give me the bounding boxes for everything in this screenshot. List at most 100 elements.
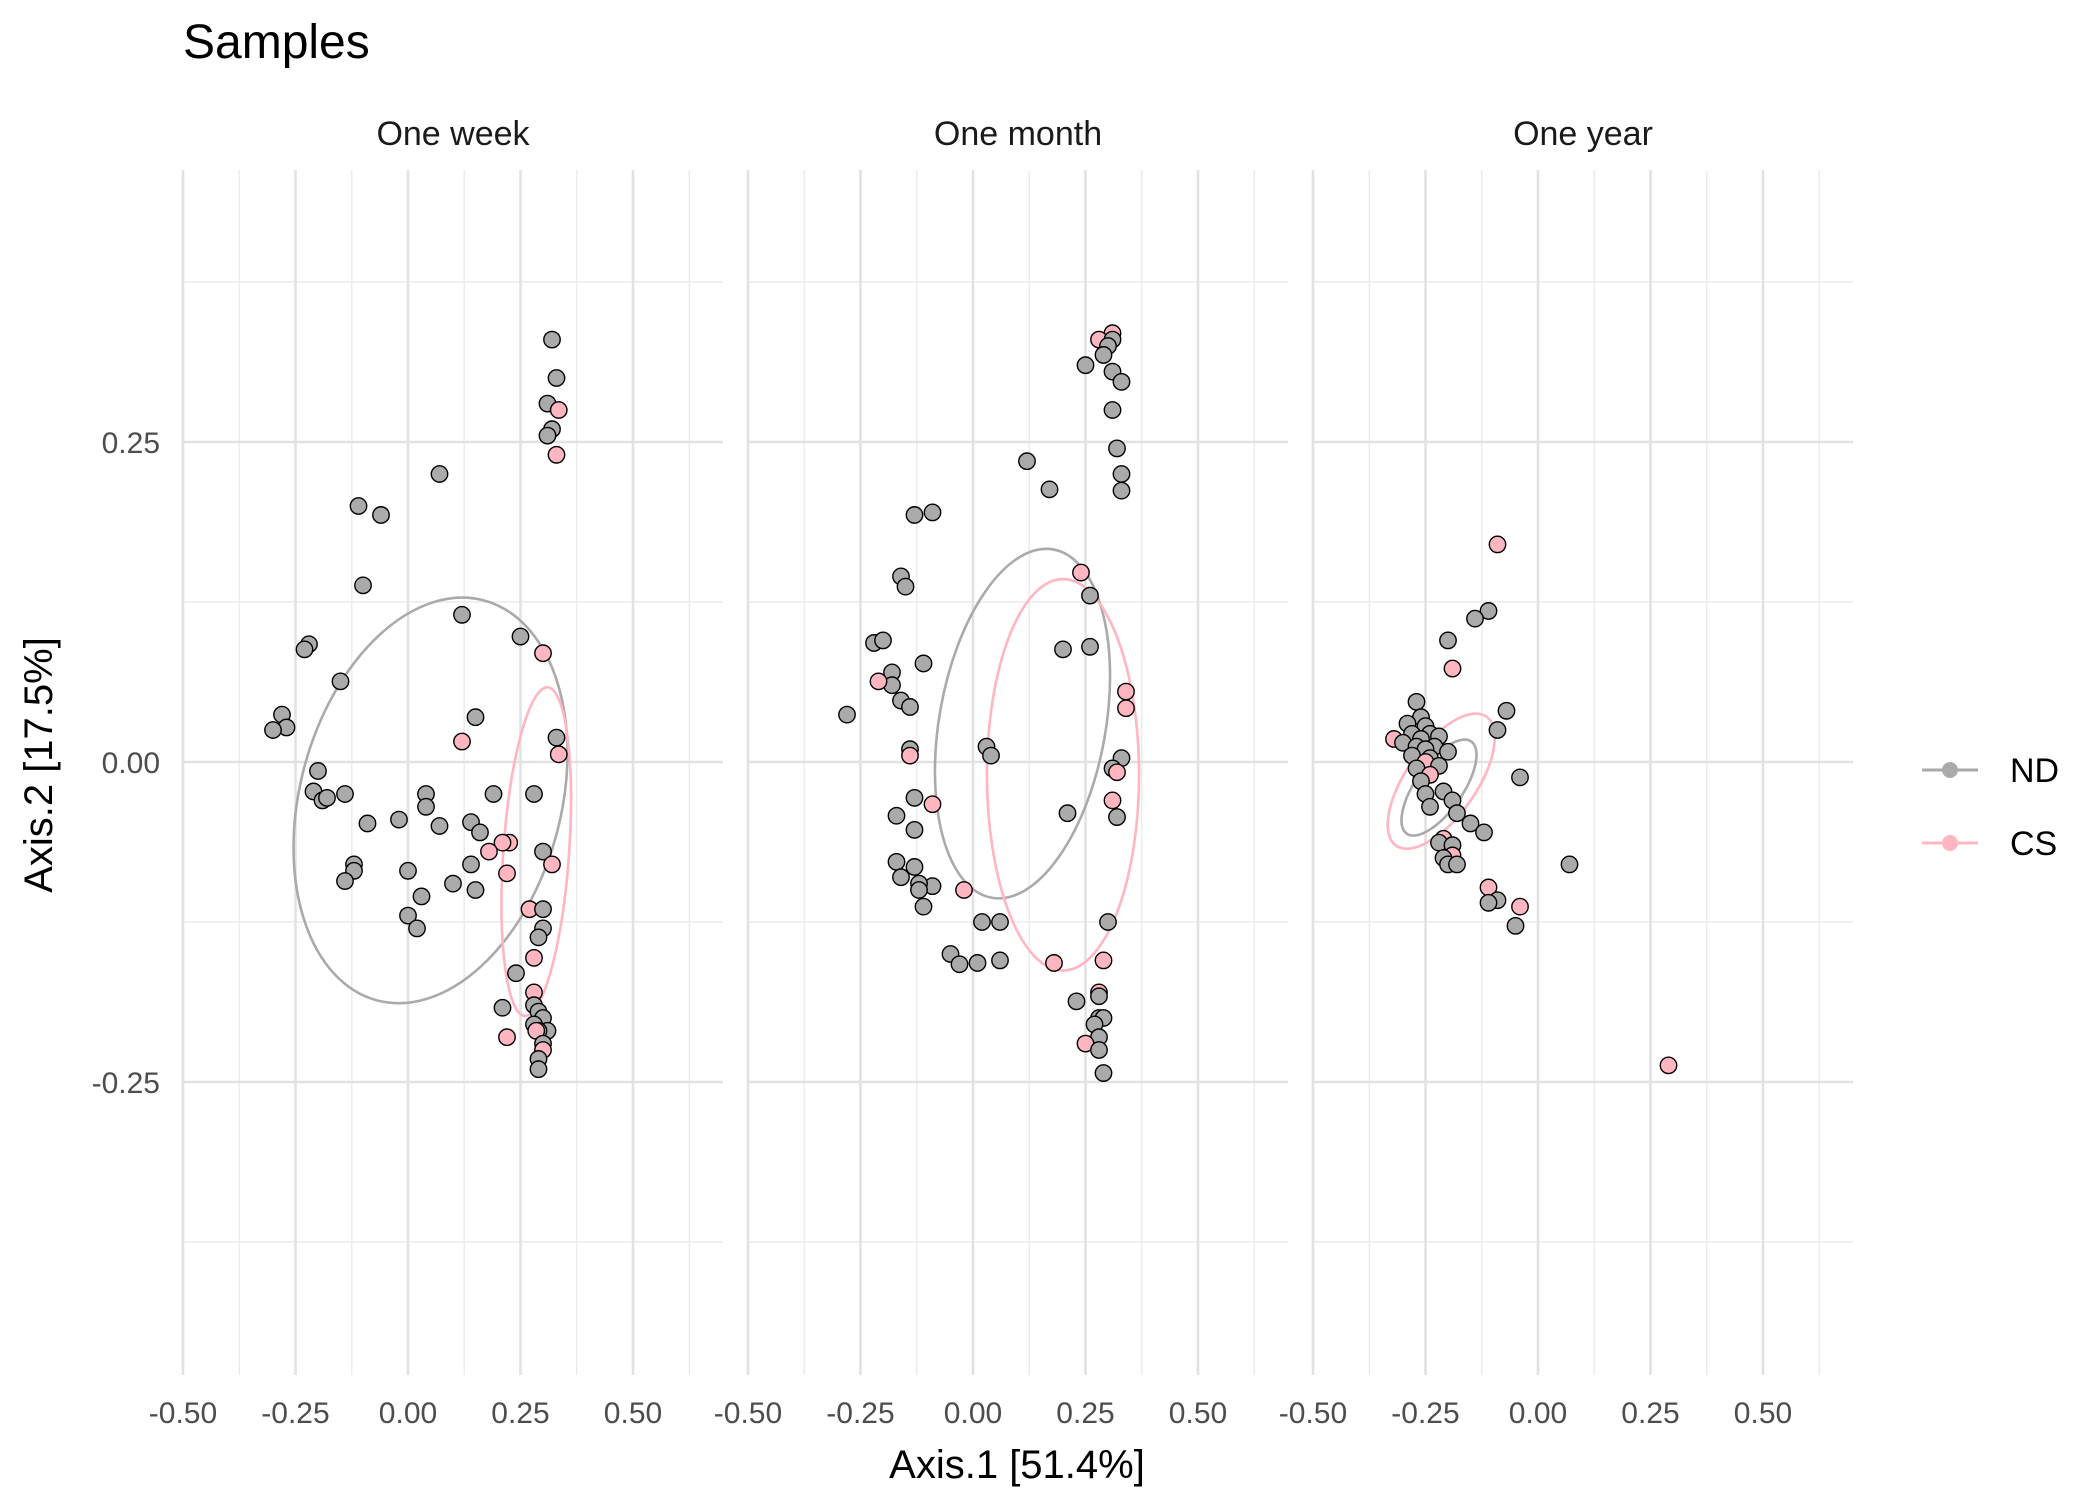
data-point-nd	[1506, 916, 1525, 935]
data-point-nd	[914, 897, 933, 916]
legend: ND CS	[1922, 752, 2059, 863]
legend-key-dot	[1942, 762, 1958, 778]
y-tick-label: -0.25	[92, 1067, 160, 1100]
data-point-nd	[901, 698, 919, 716]
data-point-nd	[547, 369, 566, 387]
data-point-nd	[982, 746, 1000, 765]
data-point-cs	[453, 732, 471, 751]
data-point-nd	[1058, 804, 1077, 823]
data-point-nd	[1560, 855, 1579, 874]
data-point-cs	[547, 445, 566, 464]
x-tick-label: -0.50	[1279, 1397, 1347, 1430]
data-point-nd	[1094, 1064, 1113, 1082]
data-point-nd	[1466, 609, 1484, 628]
data-point-cs	[1108, 763, 1126, 782]
data-point-cs	[1094, 951, 1113, 970]
data-point-nd	[534, 842, 552, 861]
data-point-nd	[874, 631, 892, 650]
data-point-nd	[1439, 631, 1457, 650]
data-point-nd	[905, 506, 924, 524]
data-point-nd	[543, 330, 561, 349]
data-point-nd	[538, 426, 557, 445]
y-tick-label: 0.25	[102, 427, 160, 460]
data-point-nd	[390, 810, 408, 829]
x-tick-label: -0.50	[714, 1397, 782, 1430]
data-point-nd	[1067, 992, 1086, 1011]
confidence-ellipse-cs	[985, 577, 1141, 972]
data-point-cs	[543, 855, 561, 874]
x-tick-label: 0.25	[1621, 1397, 1679, 1430]
facet-panel: One week -0.50 -0.25 0.00 0.25 0.50	[149, 115, 723, 1430]
data-point-nd	[1112, 372, 1131, 391]
chart-title: Samples	[183, 16, 370, 69]
legend-key-dot	[1942, 835, 1958, 851]
data-point-nd	[1461, 814, 1480, 833]
data-point-nd	[264, 721, 282, 739]
data-point-cs	[1659, 1056, 1678, 1075]
data-point-nd	[529, 1060, 548, 1079]
data-point-nd	[923, 503, 942, 522]
data-point-nd	[349, 497, 368, 515]
data-point-nd	[905, 858, 924, 876]
data-point-nd	[1076, 356, 1095, 375]
x-tick-label: 0.50	[1169, 1397, 1227, 1430]
data-point-nd	[910, 881, 928, 899]
data-point-nd	[887, 852, 906, 871]
facet-strip-label: One week	[376, 115, 530, 153]
facet-strip-label: One month	[934, 115, 1102, 153]
x-tick-label: -0.25	[826, 1397, 894, 1430]
data-point-nd	[896, 577, 915, 596]
data-point-nd	[1511, 768, 1529, 787]
x-tick-label: -0.50	[149, 1397, 217, 1430]
data-point-nd	[1090, 1041, 1108, 1059]
data-point-cs	[498, 1028, 516, 1047]
data-point-nd	[399, 906, 417, 925]
data-point-nd	[887, 806, 906, 825]
x-tick-label: 0.50	[604, 1397, 662, 1430]
x-tick-label: 0.00	[1509, 1397, 1567, 1430]
data-point-nd	[511, 627, 530, 646]
data-point-nd	[892, 868, 910, 887]
data-point-nd	[1421, 797, 1439, 816]
data-point-nd	[444, 874, 462, 893]
facet-panel: One month -0.50 -0.25 0.00 0.25 0.50	[714, 115, 1288, 1430]
data-point-nd	[336, 872, 354, 890]
data-point-nd	[1112, 465, 1131, 483]
data-point-nd	[430, 465, 449, 483]
data-point-cs	[525, 948, 543, 967]
data-point-nd	[905, 820, 924, 839]
data-point-cs	[1488, 535, 1507, 554]
data-point-nd	[1475, 823, 1493, 842]
y-tick-label: 0.00	[102, 747, 160, 780]
data-point-nd	[412, 887, 431, 906]
data-point-nd	[1090, 987, 1108, 1006]
facet-panels: One week -0.50 -0.25 0.00 0.25 0.50 One month -…	[92, 115, 1853, 1430]
data-point-cs	[549, 745, 568, 764]
x-tick-label: 0.00	[944, 1397, 1002, 1430]
data-point-nd	[1054, 640, 1072, 659]
data-point-cs	[923, 795, 942, 814]
data-point-nd	[1488, 721, 1507, 739]
confidence-ellipse-nd	[933, 547, 1112, 900]
data-point-nd	[318, 788, 336, 807]
data-point-cs	[869, 672, 888, 691]
data-point-nd	[1018, 452, 1036, 471]
data-point-nd	[453, 605, 471, 624]
data-point-nd	[1112, 481, 1131, 500]
data-point-nd	[1479, 893, 1498, 912]
data-point-nd	[1448, 855, 1466, 874]
data-point-cs	[1103, 791, 1122, 810]
confidence-ellipse-nd	[292, 596, 569, 1005]
data-point-cs	[955, 881, 973, 899]
data-point-cs	[493, 833, 512, 852]
legend-item-cs: CS	[1922, 825, 2057, 863]
data-point-cs	[534, 644, 552, 663]
data-point-nd	[331, 672, 350, 691]
data-point-nd	[466, 708, 485, 727]
data-point-nd	[462, 855, 480, 874]
y-axis-label: Axis.2 [17.5%]	[17, 637, 61, 893]
data-point-nd	[309, 762, 327, 780]
legend-label: CS	[2010, 825, 2057, 863]
x-tick-label: -0.25	[1391, 1397, 1459, 1430]
